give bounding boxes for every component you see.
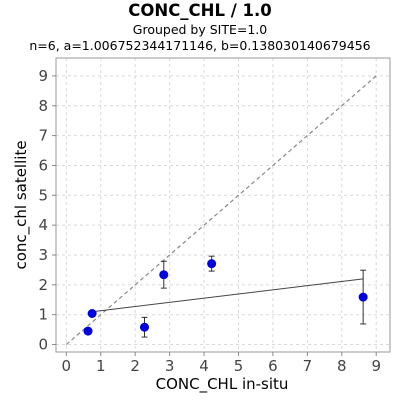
regression-stats: n=6, a=1.006752344171146, b=0.1380301406… bbox=[29, 38, 371, 53]
x-tick-label: 8 bbox=[337, 357, 347, 375]
data-point bbox=[159, 270, 169, 280]
y-tick-label: 5 bbox=[38, 186, 48, 204]
x-tick-label: 1 bbox=[96, 357, 106, 375]
y-tick-label: 7 bbox=[38, 127, 48, 145]
y-tick-label: 0 bbox=[38, 336, 48, 354]
x-tick-label: 9 bbox=[371, 357, 381, 375]
x-axis-label: CONC_CHL in-situ bbox=[156, 375, 289, 394]
data-point bbox=[207, 259, 217, 269]
chart-subtitle: Grouped by SITE=1.0 bbox=[132, 22, 268, 37]
y-tick-labels: 0 1 2 3 4 5 6 7 8 9 bbox=[38, 67, 56, 354]
x-tick-label: 3 bbox=[165, 357, 175, 375]
y-tick-label: 3 bbox=[38, 246, 48, 264]
y-tick-label: 9 bbox=[38, 67, 48, 85]
regression-line bbox=[92, 278, 364, 313]
chart-title: CONC_CHL / 1.0 bbox=[128, 1, 272, 20]
data-point bbox=[139, 322, 149, 332]
x-tick-label: 7 bbox=[303, 357, 313, 375]
x-tick-labels: 0 1 2 3 4 5 6 7 8 9 bbox=[62, 352, 381, 375]
identity-line bbox=[65, 75, 377, 345]
data-point bbox=[358, 292, 368, 302]
y-tick-label: 8 bbox=[38, 97, 48, 115]
y-tick-label: 6 bbox=[38, 156, 48, 174]
reference-lines bbox=[65, 75, 377, 345]
data-point bbox=[83, 326, 93, 336]
x-tick-label: 6 bbox=[268, 357, 278, 375]
y-tick-label: 2 bbox=[38, 276, 48, 294]
data-points bbox=[83, 255, 368, 338]
x-tick-label: 5 bbox=[234, 357, 244, 375]
x-tick-label: 2 bbox=[130, 357, 140, 375]
grid bbox=[56, 58, 390, 352]
x-tick-label: 0 bbox=[62, 357, 72, 375]
x-tick-label: 4 bbox=[199, 357, 209, 375]
y-tick-label: 4 bbox=[38, 216, 48, 234]
plot-frame bbox=[55, 57, 391, 353]
y-tick-label: 1 bbox=[38, 306, 48, 324]
data-point bbox=[87, 308, 97, 318]
y-axis-label: conc_chl satellite bbox=[12, 140, 31, 269]
